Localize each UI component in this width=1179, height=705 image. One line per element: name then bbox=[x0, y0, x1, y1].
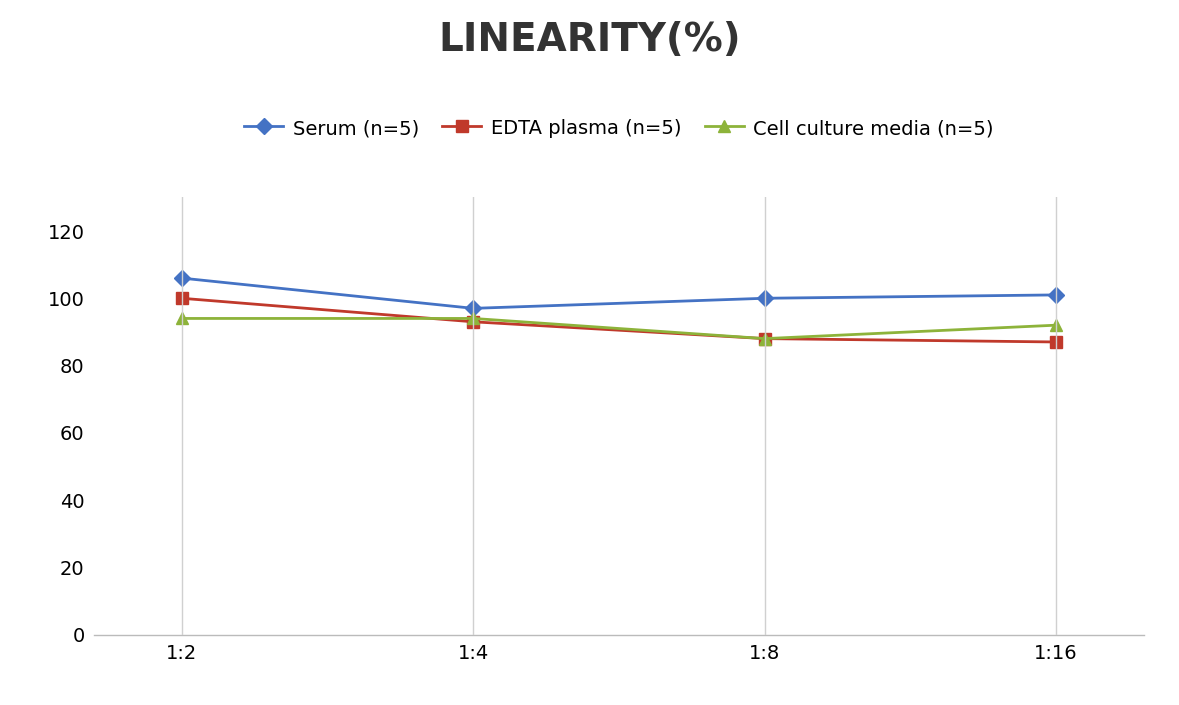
Line: EDTA plasma (n=5): EDTA plasma (n=5) bbox=[176, 293, 1062, 348]
Serum (n=5) bbox=[1049, 290, 1063, 299]
Cell culture media (n=5) bbox=[758, 334, 772, 343]
Line: Serum (n=5): Serum (n=5) bbox=[176, 273, 1062, 314]
Cell culture media (n=5) bbox=[174, 314, 189, 323]
EDTA plasma (n=5) bbox=[466, 317, 480, 326]
Legend: Serum (n=5), EDTA plasma (n=5), Cell culture media (n=5): Serum (n=5), EDTA plasma (n=5), Cell cul… bbox=[236, 111, 1002, 146]
EDTA plasma (n=5) bbox=[174, 294, 189, 302]
Line: Cell culture media (n=5): Cell culture media (n=5) bbox=[176, 313, 1062, 344]
Serum (n=5) bbox=[466, 304, 480, 312]
Cell culture media (n=5) bbox=[1049, 321, 1063, 329]
EDTA plasma (n=5) bbox=[1049, 338, 1063, 346]
EDTA plasma (n=5) bbox=[758, 334, 772, 343]
Serum (n=5) bbox=[758, 294, 772, 302]
Cell culture media (n=5) bbox=[466, 314, 480, 323]
Text: LINEARITY(%): LINEARITY(%) bbox=[439, 21, 740, 59]
Serum (n=5) bbox=[174, 274, 189, 282]
